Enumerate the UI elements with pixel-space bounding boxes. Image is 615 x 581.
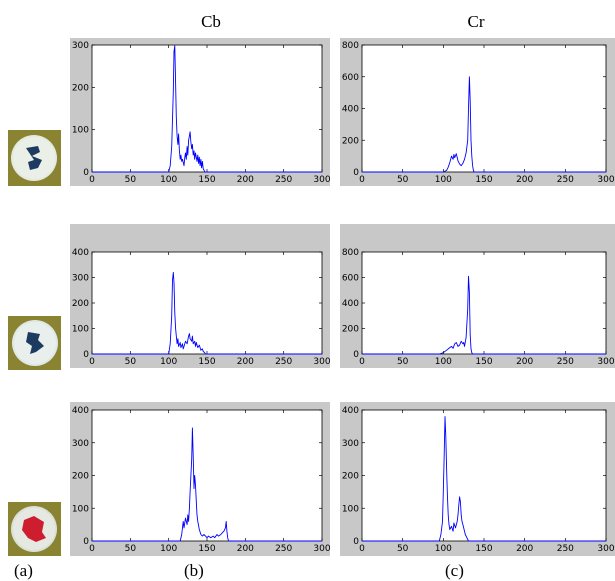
x-tick-label: 200 <box>516 357 533 367</box>
y-tick-label: 0 <box>83 168 89 178</box>
x-tick-label: 150 <box>475 175 492 185</box>
x-tick-label: 250 <box>275 357 292 367</box>
x-tick-label: 300 <box>597 357 614 367</box>
histogram-r1-cr: 0 50 100 150 200 250 300 0 200 400 600 800 <box>340 38 615 186</box>
axes-r3-cb <box>91 409 323 542</box>
histogram-grid: 0 50 100 150 200 250 300 0 100 200 300 0 50 100 150 200… <box>70 38 615 556</box>
axes-r1-cr <box>361 44 607 173</box>
x-tick-label: 150 <box>475 544 492 554</box>
y-tick-label: 200 <box>72 472 89 482</box>
x-tick-label: 200 <box>237 175 254 185</box>
y-tick-label: 400 <box>72 406 89 416</box>
x-tick-label: 50 <box>125 544 137 554</box>
x-tick-label: 0 <box>89 175 95 185</box>
thumbnail-piece-3 <box>8 502 61 556</box>
histogram-r3-cb: 0 50 100 150 200 250 300 0 100 200 300 400 <box>70 402 331 556</box>
y-tick-label: 200 <box>72 83 89 93</box>
x-tick-label: 50 <box>125 357 137 367</box>
y-tick-label: 300 <box>72 439 89 449</box>
x-tick-label: 50 <box>397 357 409 367</box>
y-tick-label: 200 <box>342 325 359 335</box>
y-tick-label: 100 <box>72 504 89 514</box>
histogram-r2-cb: 0 50 100 150 200 250 300 0 100 200 300 400 <box>70 224 331 368</box>
x-tick-label: 0 <box>89 357 95 367</box>
y-tick-label: 800 <box>342 41 359 51</box>
x-tick-label: 150 <box>198 357 215 367</box>
axes-r3-cr <box>361 409 607 542</box>
x-tick-label: 200 <box>516 175 533 185</box>
series-line-r3-cb <box>92 427 322 542</box>
axes-r2-cb <box>91 251 323 355</box>
y-tick-label: 400 <box>342 299 359 309</box>
x-tick-label: 100 <box>435 175 452 185</box>
x-tick-label: 150 <box>198 544 215 554</box>
y-tick-label: 400 <box>342 406 359 416</box>
x-tick-label: 300 <box>313 175 330 185</box>
x-tick-label: 250 <box>557 544 574 554</box>
panel-label-c: (c) <box>445 561 464 580</box>
y-tick-label: 300 <box>72 41 89 51</box>
histogram-r2-cr: 0 50 100 150 200 250 300 0 200 400 600 800 <box>340 224 615 368</box>
x-tick-label: 200 <box>516 544 533 554</box>
series-line-r3-cr <box>362 416 606 542</box>
column-header-cr: Cr <box>468 12 485 31</box>
x-tick-label: 0 <box>359 544 365 554</box>
y-tick-label: 0 <box>353 168 359 178</box>
y-tick-label: 300 <box>342 439 359 449</box>
column-header-cb: Cb <box>201 12 221 31</box>
panel-label-b: (b) <box>184 561 204 580</box>
x-tick-label: 50 <box>397 544 409 554</box>
series-line-r2-cb <box>92 271 322 355</box>
histogram-r1-cb: 0 50 100 150 200 250 300 0 100 200 300 <box>70 38 331 186</box>
thumbnail-piece-1 <box>8 130 61 186</box>
axes-r1-cb <box>91 44 323 173</box>
y-tick-label: 100 <box>72 126 89 136</box>
thumbnail-piece-2 <box>8 316 61 370</box>
y-tick-label: 0 <box>353 350 359 360</box>
x-tick-label: 50 <box>397 175 409 185</box>
y-tick-label: 800 <box>342 248 359 258</box>
axes-r2-cr <box>361 251 607 355</box>
x-tick-label: 0 <box>359 175 365 185</box>
x-tick-label: 150 <box>475 357 492 367</box>
y-tick-label: 200 <box>72 299 89 309</box>
panel-label-a: (a) <box>14 561 33 580</box>
x-tick-label: 100 <box>160 175 177 185</box>
x-tick-label: 100 <box>160 357 177 367</box>
x-tick-label: 150 <box>198 175 215 185</box>
y-tick-label: 100 <box>72 325 89 335</box>
x-tick-label: 100 <box>160 544 177 554</box>
x-tick-label: 250 <box>275 175 292 185</box>
y-tick-label: 100 <box>342 504 359 514</box>
y-tick-label: 200 <box>342 136 359 146</box>
x-tick-label: 300 <box>597 175 614 185</box>
series-line-r1-cr <box>362 76 606 173</box>
x-tick-label: 250 <box>275 544 292 554</box>
y-tick-label: 0 <box>83 350 89 360</box>
x-tick-label: 100 <box>435 357 452 367</box>
y-tick-label: 0 <box>83 537 89 547</box>
x-tick-label: 250 <box>557 175 574 185</box>
y-tick-label: 400 <box>342 105 359 115</box>
y-tick-label: 0 <box>353 537 359 547</box>
x-tick-label: 100 <box>435 544 452 554</box>
series-line-r1-cb <box>92 45 322 173</box>
y-tick-label: 600 <box>342 73 359 83</box>
y-tick-label: 200 <box>342 472 359 482</box>
x-tick-label: 250 <box>557 357 574 367</box>
series-line-r2-cr <box>362 275 606 355</box>
x-tick-label: 0 <box>359 357 365 367</box>
x-tick-label: 0 <box>89 544 95 554</box>
x-tick-label: 300 <box>597 544 614 554</box>
x-tick-label: 200 <box>237 544 254 554</box>
x-tick-label: 200 <box>237 357 254 367</box>
x-tick-label: 50 <box>125 175 137 185</box>
y-tick-label: 400 <box>72 248 89 258</box>
y-tick-label: 600 <box>342 274 359 284</box>
x-tick-label: 300 <box>313 544 330 554</box>
y-tick-label: 300 <box>72 274 89 284</box>
histogram-r3-cr: 0 50 100 150 200 250 300 0 100 200 300 400 <box>340 402 615 556</box>
x-tick-label: 300 <box>313 357 330 367</box>
